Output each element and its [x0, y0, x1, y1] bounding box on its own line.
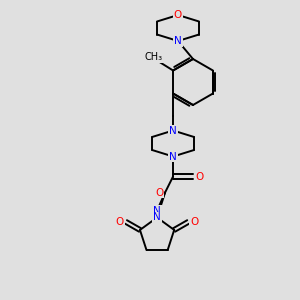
- Text: O: O: [155, 188, 163, 197]
- Text: O: O: [190, 217, 198, 227]
- Text: N: N: [169, 125, 177, 136]
- Text: O: O: [195, 172, 203, 182]
- Text: N: N: [174, 36, 182, 46]
- Text: CH₃: CH₃: [144, 52, 162, 62]
- Text: O: O: [174, 10, 182, 20]
- Text: N: N: [153, 206, 161, 215]
- Text: O: O: [116, 217, 124, 227]
- Text: N: N: [169, 152, 177, 161]
- Text: N: N: [153, 212, 161, 223]
